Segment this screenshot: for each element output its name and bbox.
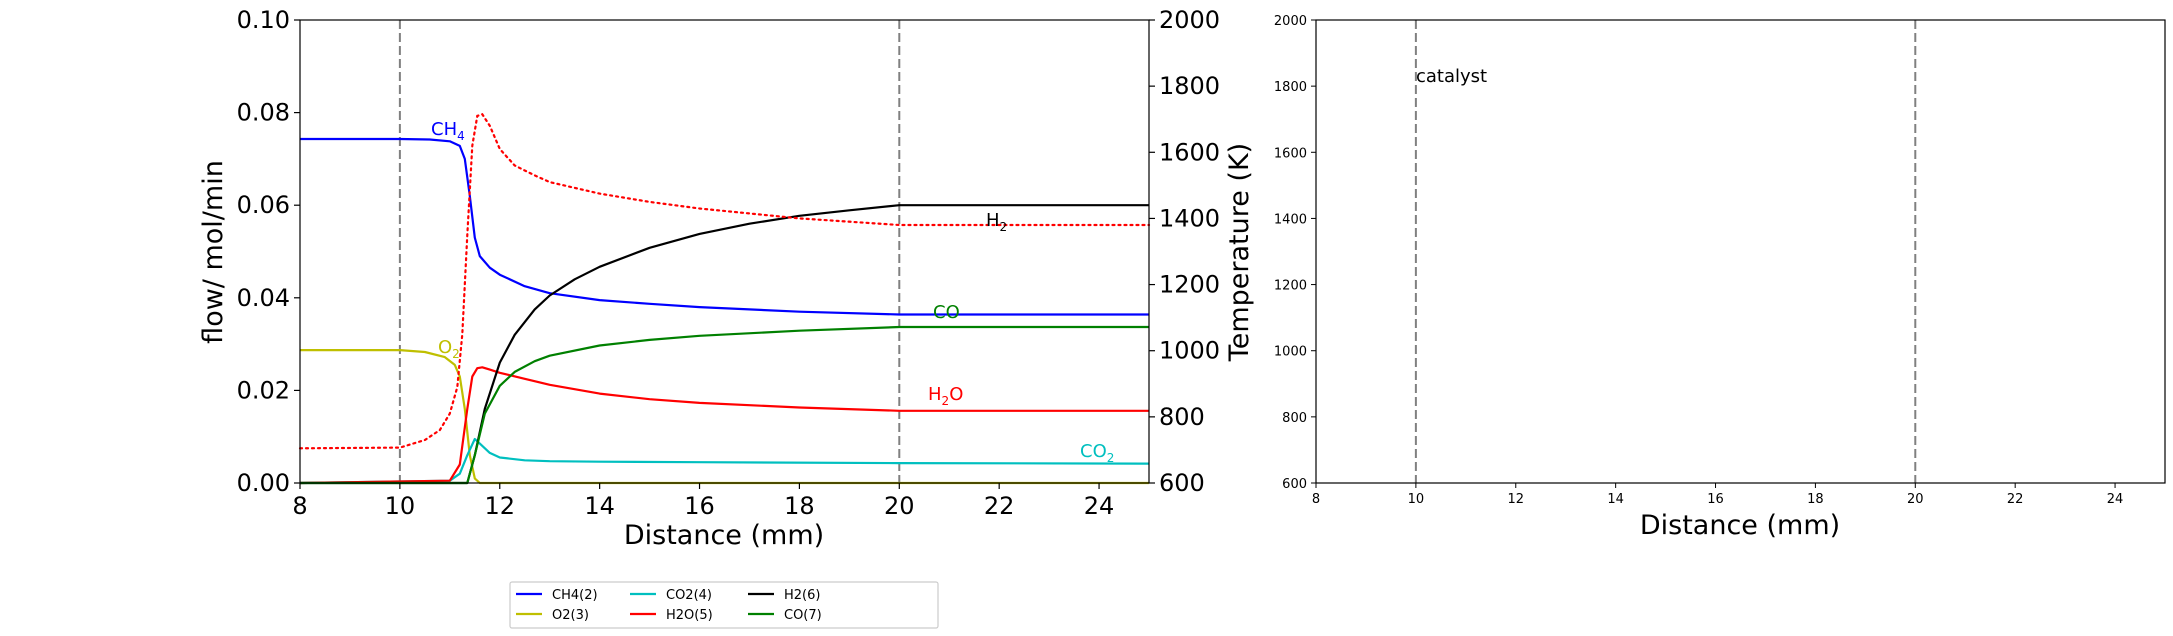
- x-tick-label: 16: [1707, 492, 1724, 507]
- legend-label: CH4(2): [552, 588, 598, 603]
- series-label: H2: [986, 210, 1007, 234]
- legend: CH4(2) O2(3) CO2(4) H2O(5) H2(6) CO(7): [509, 581, 939, 629]
- y-tick-label: 0.02: [237, 376, 290, 404]
- x-tick-label: 22: [2007, 492, 2024, 507]
- series-line-H2O(5): [299, 366, 1149, 485]
- legend-label: H2(6): [784, 588, 820, 603]
- legend-label: O2(3): [552, 608, 589, 623]
- right-x-axis-label: Distance (mm): [1640, 510, 1840, 541]
- x-tick-label: 8: [292, 492, 307, 520]
- y2-tick-label: 1200: [1159, 271, 1220, 299]
- x-tick-label: 14: [584, 492, 615, 520]
- catalyst-annotation: catalyst: [1416, 66, 1487, 87]
- x-tick-label: 10: [385, 492, 416, 520]
- temperature-curve: [298, 112, 1151, 450]
- x-tick-label: 12: [484, 492, 515, 520]
- left-x-axis-label: Distance (mm): [624, 520, 824, 551]
- series-labels: CH4 O2 CO2 H2O H2 CO: [431, 119, 1114, 465]
- y-tick-label: 800: [1282, 411, 1307, 426]
- right-chart: 8 10 12 14 16 18 20 22 24 600 800 1000 1200 1400 1600…: [1274, 14, 2166, 541]
- left-y-axis-label: flow/ mol/min: [198, 160, 229, 344]
- legend-label: CO(7): [784, 608, 822, 623]
- x-tick-label: 8: [1312, 492, 1320, 507]
- x-tick-label: 22: [984, 492, 1015, 520]
- series-label: CH4: [431, 119, 465, 143]
- y-tick-label: 1800: [1274, 80, 1307, 95]
- x-tick-label: 10: [1408, 492, 1425, 507]
- series-line-CO(7): [300, 325, 1149, 485]
- series-line-CH4(2): [300, 137, 1149, 316]
- y-tick-label: 0.08: [237, 99, 290, 127]
- x-tick-label: 14: [1607, 492, 1624, 507]
- left-y2-ticks: 600 800 1000 1200 1400 1600 1800 2000: [1149, 6, 1220, 497]
- y-tick-label: 600: [1282, 477, 1307, 492]
- x-tick-label: 20: [1907, 492, 1924, 507]
- catalyst-boundary-lines: [1414, 20, 1917, 483]
- right-x-ticks: 8 10 12 14 16 18 20 22 24: [1312, 483, 2123, 507]
- y2-tick-label: 600: [1159, 469, 1205, 497]
- legend-frame: [509, 581, 939, 629]
- series-label: CO2: [1080, 441, 1114, 465]
- y-tick-label: 0.00: [237, 469, 290, 497]
- series-label: O2: [438, 337, 460, 361]
- y-tick-label: 1000: [1274, 345, 1307, 360]
- left-y-ticks: 0.00 0.02 0.04 0.06 0.08 0.10: [237, 6, 300, 497]
- x-tick-label: 12: [1507, 492, 1524, 507]
- y-tick-label: 1600: [1274, 146, 1307, 161]
- catalyst-boundary-lines: [398, 20, 901, 483]
- x-tick-label: 18: [1807, 492, 1824, 507]
- y2-tick-label: 1800: [1159, 72, 1220, 100]
- x-tick-label: 18: [784, 492, 815, 520]
- left-x-ticks: 8 10 12 14 16 18 20 22 24: [292, 483, 1114, 520]
- temperature-line: [298, 112, 1151, 450]
- series-label: H2O: [928, 384, 963, 408]
- right-y-ticks: 600 800 1000 1200 1400 1600 1800 2000: [1274, 14, 1316, 492]
- y2-tick-label: 1000: [1159, 337, 1220, 365]
- left-plot-frame: [299, 19, 1150, 484]
- series-label: CO: [933, 302, 960, 323]
- series-line-O2(3): [300, 349, 1149, 485]
- x-tick-label: 20: [884, 492, 915, 520]
- y2-tick-label: 800: [1159, 403, 1205, 431]
- x-tick-label: 24: [2107, 492, 2124, 507]
- y-tick-label: 2000: [1274, 14, 1307, 29]
- y-tick-label: 0.04: [237, 284, 290, 312]
- series-line-CO2(4): [299, 437, 1150, 485]
- x-tick-label: 24: [1084, 492, 1115, 520]
- y-tick-label: 0.10: [237, 6, 290, 34]
- y2-tick-label: 1400: [1159, 204, 1220, 232]
- left-y2-axis-label: Temperature (K): [1224, 143, 1255, 362]
- y2-tick-label: 2000: [1159, 6, 1220, 34]
- legend-label: CO2(4): [666, 588, 712, 603]
- legend-label: H2O(5): [666, 608, 713, 623]
- y2-tick-label: 1600: [1159, 138, 1220, 166]
- species-flow-lines: [299, 137, 1150, 485]
- right-plot-frame: [1315, 19, 2166, 484]
- series-line-H2(6): [300, 204, 1149, 485]
- x-tick-label: 16: [684, 492, 715, 520]
- y-tick-label: 1200: [1274, 279, 1307, 294]
- y-tick-label: 0.06: [237, 191, 290, 219]
- y-tick-label: 1400: [1274, 212, 1307, 227]
